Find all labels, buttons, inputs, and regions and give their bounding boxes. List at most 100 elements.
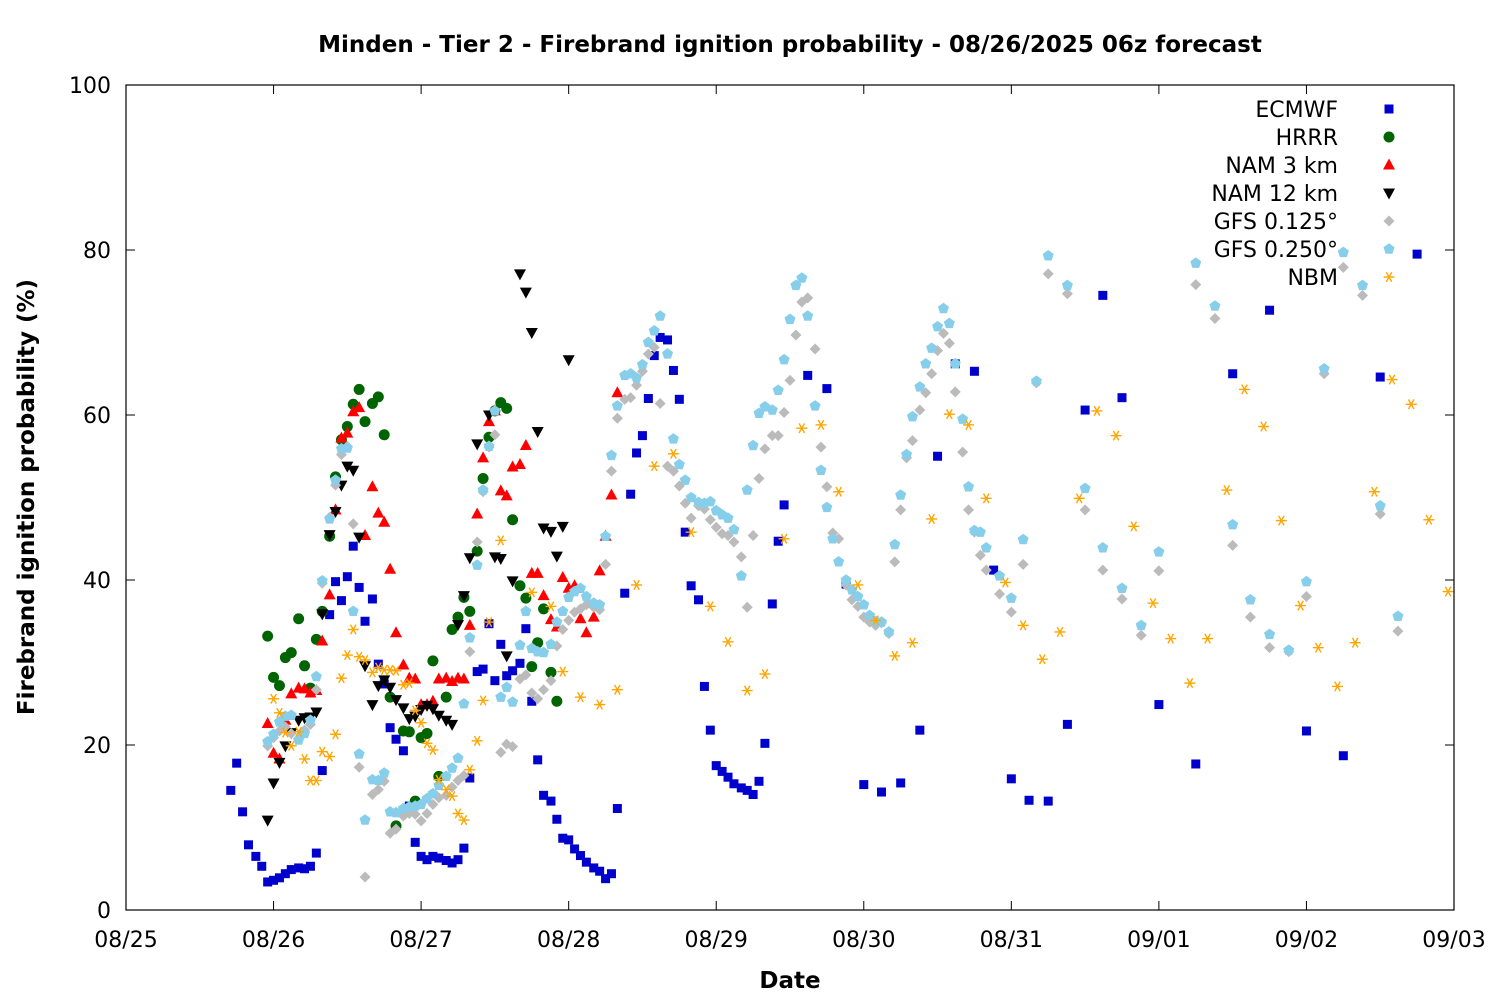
data-point	[514, 580, 526, 592]
data-point	[336, 596, 346, 606]
data-point	[372, 506, 385, 518]
data-point	[654, 310, 666, 321]
x-tick-label: 08/26	[242, 928, 305, 953]
data-point	[232, 758, 242, 768]
data-point	[521, 624, 531, 634]
data-point	[273, 757, 286, 769]
data-point	[440, 784, 452, 795]
data-point	[446, 719, 459, 731]
data-point	[1190, 279, 1202, 291]
data-point	[1300, 591, 1312, 602]
data-point	[452, 620, 464, 632]
data-point	[1392, 625, 1404, 637]
data-point	[1300, 575, 1312, 587]
x-tick-label: 08/25	[94, 928, 157, 953]
data-point	[570, 844, 580, 854]
data-point	[550, 551, 563, 563]
data-point	[642, 348, 654, 360]
data-point	[1073, 493, 1085, 504]
data-point	[293, 613, 305, 625]
data-point	[1244, 594, 1256, 605]
data-point	[263, 877, 273, 887]
data-point	[378, 429, 390, 441]
data-point	[943, 337, 955, 349]
data-point	[310, 670, 322, 682]
data-point	[477, 451, 490, 463]
data-point	[507, 696, 519, 707]
data-point	[397, 658, 410, 670]
data-point	[557, 666, 569, 677]
data-point	[526, 661, 538, 673]
data-point	[551, 695, 563, 707]
data-point	[310, 684, 322, 696]
x-tick-label: 08/29	[685, 928, 748, 953]
data-point	[963, 504, 975, 516]
data-point	[433, 779, 445, 791]
data-point	[496, 639, 506, 649]
data-point	[632, 448, 642, 458]
data-point	[477, 695, 489, 706]
y-tick-label: 0	[97, 899, 111, 924]
data-point	[852, 579, 864, 591]
data-point	[422, 855, 432, 865]
x-tick-label: 08/30	[832, 928, 895, 953]
data-point	[722, 512, 734, 523]
data-point	[507, 741, 519, 753]
data-point	[1080, 405, 1090, 415]
data-point	[574, 692, 586, 703]
data-point	[1301, 726, 1311, 736]
data-point	[772, 430, 784, 442]
data-point	[463, 553, 476, 565]
data-point	[1209, 300, 1221, 311]
x-tick-label: 08/31	[980, 928, 1043, 953]
data-point	[262, 630, 274, 642]
data-point	[490, 676, 500, 686]
data-point	[915, 725, 925, 735]
data-point	[494, 484, 507, 496]
data-point	[631, 579, 643, 591]
data-point	[580, 626, 593, 638]
data-point	[1043, 796, 1053, 806]
data-point	[421, 807, 433, 819]
data-point	[796, 423, 808, 434]
data-point	[1221, 484, 1233, 496]
data-point	[796, 272, 808, 283]
data-point	[434, 853, 444, 863]
data-point	[440, 691, 452, 703]
plot-frame	[125, 84, 1455, 911]
data-point	[662, 348, 674, 359]
data-point	[685, 491, 697, 503]
data-point	[1238, 384, 1250, 395]
data-point	[273, 707, 285, 718]
data-point	[870, 615, 882, 626]
data-point	[311, 848, 321, 858]
data-point	[926, 513, 938, 525]
data-point	[649, 351, 659, 361]
data-point	[728, 536, 740, 548]
data-point	[790, 329, 802, 341]
data-point	[589, 863, 599, 873]
data-point	[784, 374, 796, 386]
data-point	[980, 542, 992, 553]
data-point	[323, 530, 336, 542]
data-point	[626, 489, 636, 499]
data-point	[1061, 279, 1073, 291]
data-point	[453, 855, 463, 865]
data-point	[513, 458, 526, 469]
data-point	[457, 672, 470, 684]
data-point	[508, 666, 518, 676]
data-point	[545, 675, 557, 687]
data-point	[538, 684, 550, 696]
data-point	[552, 814, 562, 824]
data-point	[637, 431, 647, 441]
data-point	[1318, 363, 1330, 374]
data-point	[926, 368, 938, 380]
data-point	[611, 412, 623, 424]
data-point	[515, 658, 525, 668]
data-point	[728, 523, 740, 535]
data-point	[268, 693, 280, 704]
data-point	[316, 746, 328, 757]
data-point	[1147, 597, 1159, 609]
data-point	[545, 666, 557, 678]
data-point	[875, 616, 887, 627]
